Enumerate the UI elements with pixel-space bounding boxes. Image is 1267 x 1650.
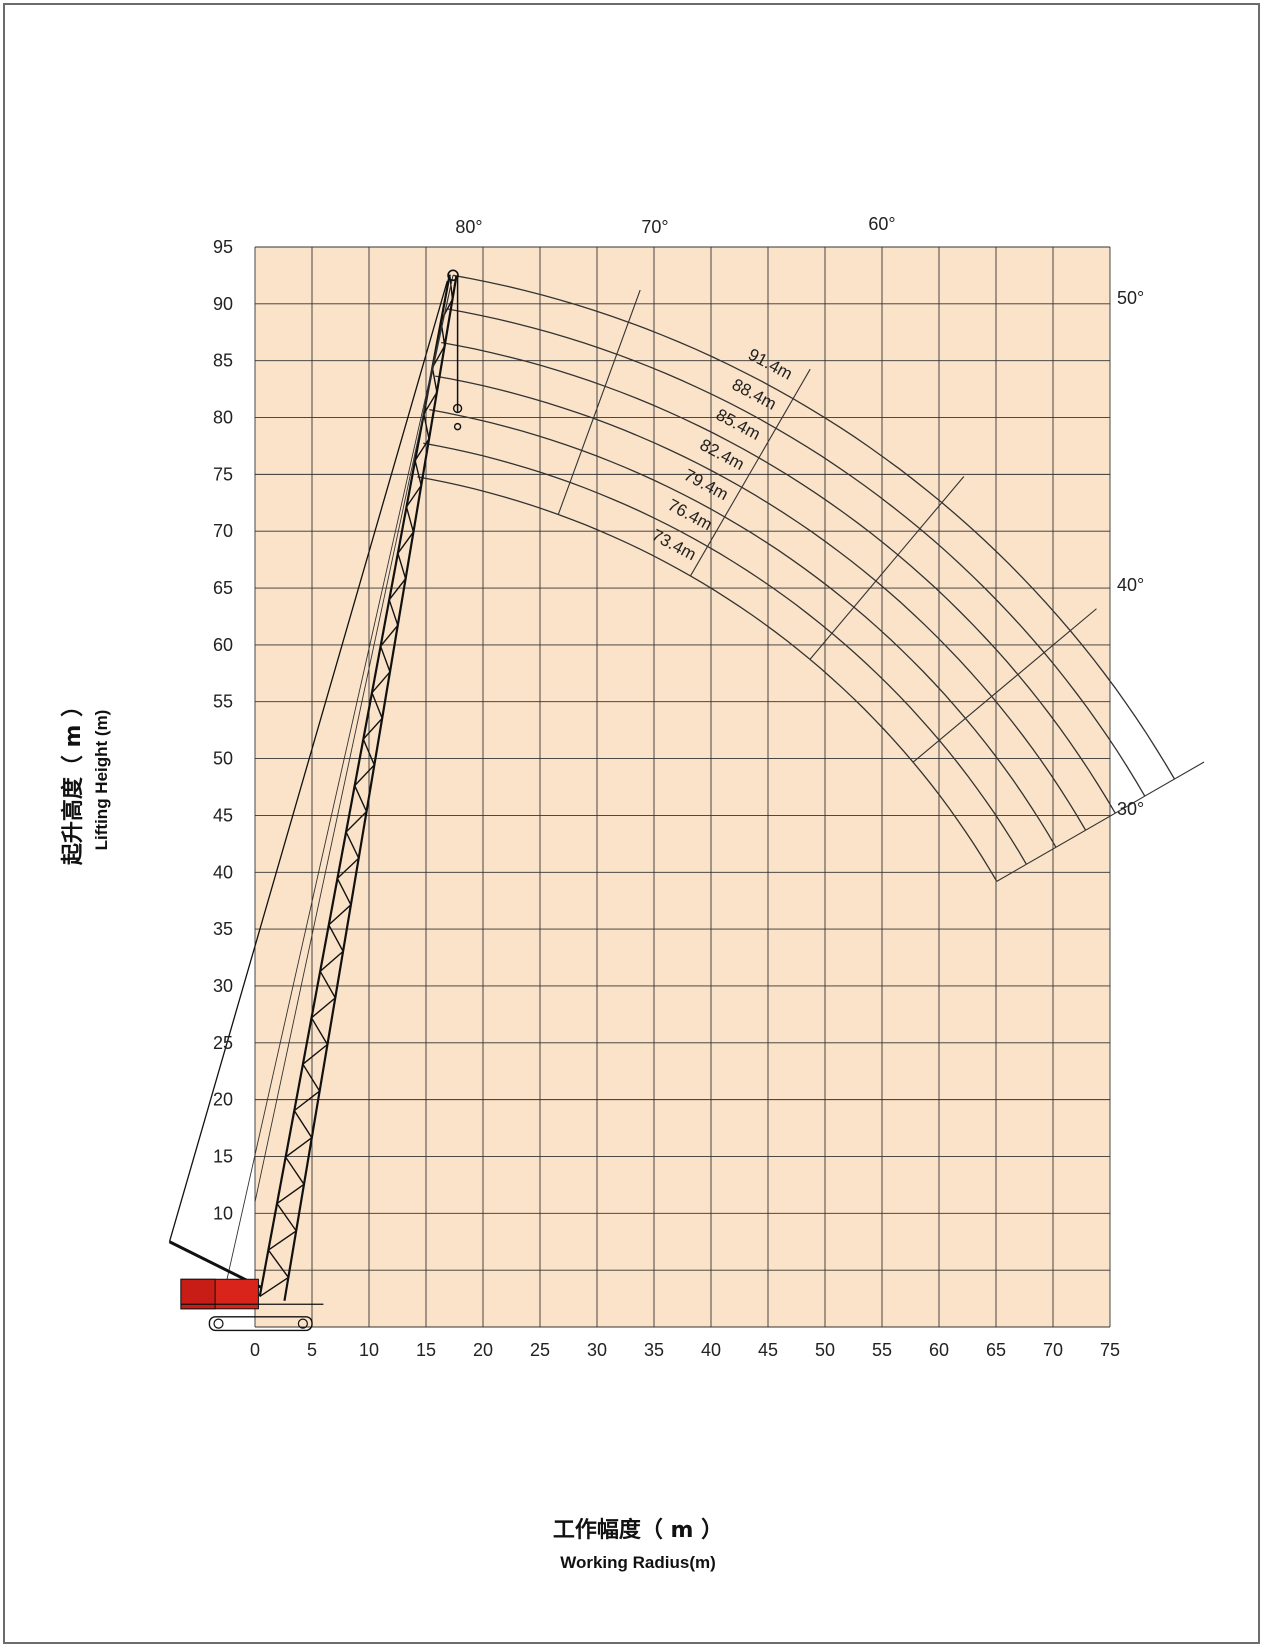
y-tick-45: 45 [213, 805, 233, 825]
y-tick-30: 30 [213, 976, 233, 996]
y-tick-50: 50 [213, 749, 233, 769]
y-axis-tick-labels: 10 15 20 25 30 35 40 45 50 55 60 65 70 75 80 85 90 95 [213, 237, 233, 1223]
x-tick-70: 70 [1043, 1340, 1063, 1360]
track-wheel-rear [214, 1319, 223, 1328]
angle-label-80: 80° [455, 217, 482, 237]
angle-label-40: 40° [1117, 575, 1144, 595]
x-tick-65: 65 [986, 1340, 1006, 1360]
y-tick-20: 20 [213, 1090, 233, 1110]
angle-label-50: 50° [1117, 288, 1144, 308]
y-axis-title-cn: 起升高度（ m ） [60, 695, 86, 866]
x-axis-title: Working Radius(m) [560, 1553, 716, 1572]
y-tick-55: 55 [213, 692, 233, 712]
y-tick-95: 95 [213, 237, 233, 257]
y-tick-85: 85 [213, 351, 233, 371]
x-tick-35: 35 [644, 1340, 664, 1360]
x-tick-25: 25 [530, 1340, 550, 1360]
y-tick-15: 15 [213, 1146, 233, 1166]
x-tick-15: 15 [416, 1340, 436, 1360]
plot-background [255, 247, 1110, 1327]
y-tick-35: 35 [213, 919, 233, 939]
y-tick-25: 25 [213, 1033, 233, 1053]
y-tick-70: 70 [213, 521, 233, 541]
y-axis-title: Lifting Height (m) [92, 710, 111, 851]
x-tick-5: 5 [307, 1340, 317, 1360]
x-tick-75: 75 [1100, 1340, 1120, 1360]
y-tick-90: 90 [213, 294, 233, 314]
x-axis-title-cn: 工作幅度（ m ） [553, 1517, 723, 1543]
x-tick-20: 20 [473, 1340, 493, 1360]
x-tick-50: 50 [815, 1340, 835, 1360]
angle-label-60: 60° [868, 214, 895, 234]
x-axis-tick-labels: 0 5 10 15 20 25 30 35 40 45 50 55 60 65 70 75 [250, 1340, 1120, 1360]
x-tick-55: 55 [872, 1340, 892, 1360]
x-tick-40: 40 [701, 1340, 721, 1360]
y-tick-40: 40 [213, 862, 233, 882]
y-tick-75: 75 [213, 464, 233, 484]
y-tick-60: 60 [213, 635, 233, 655]
x-tick-30: 30 [587, 1340, 607, 1360]
x-tick-45: 45 [758, 1340, 778, 1360]
angle-label-30: 30° [1117, 799, 1144, 819]
x-tick-0: 0 [250, 1340, 260, 1360]
x-tick-60: 60 [929, 1340, 949, 1360]
y-tick-65: 65 [213, 578, 233, 598]
angle-label-70: 70° [641, 217, 668, 237]
x-tick-10: 10 [359, 1340, 379, 1360]
y-tick-80: 80 [213, 408, 233, 428]
y-tick-10: 10 [213, 1203, 233, 1223]
